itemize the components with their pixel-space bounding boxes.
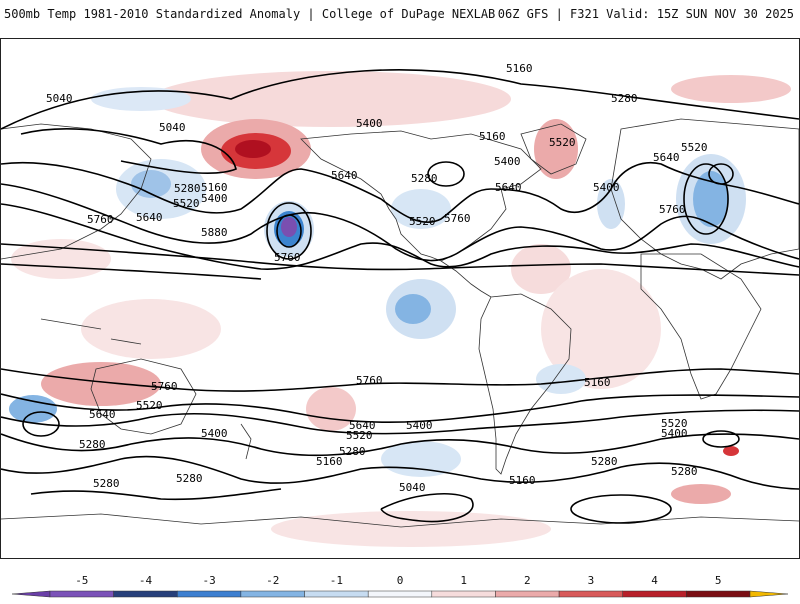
contour-label: 5400 xyxy=(593,181,620,194)
contour-label: 5280 xyxy=(671,465,698,478)
contour-label: 5040 xyxy=(159,121,186,134)
colorbar-tick-label: -4 xyxy=(139,574,153,587)
colorbar-tick-label: 4 xyxy=(651,574,658,587)
contour-label: 5280 xyxy=(79,438,106,451)
header: 500mb Temp 1981-2010 Standardized Anomal… xyxy=(0,0,800,30)
colorbar-tick-label: 0 xyxy=(397,574,404,587)
contour-label: 5640 xyxy=(331,169,358,182)
colorbar-segment xyxy=(686,590,751,598)
colorbar-tick-label: 3 xyxy=(588,574,595,587)
contour-label: 5640 xyxy=(136,211,163,224)
contour-label: 5280 xyxy=(174,182,201,195)
contour-label: 5760 xyxy=(356,374,383,387)
colorbar-tick-label: 5 xyxy=(715,574,722,587)
colorbar-high-arrow xyxy=(749,590,789,598)
contour-label: 5160 xyxy=(479,130,506,143)
contour-label: 5280 xyxy=(611,92,638,105)
colorbar-segment xyxy=(113,590,178,598)
colorbar-tick-label: -3 xyxy=(202,574,215,587)
contour-label: 5160 xyxy=(201,181,228,194)
colorbar-segment xyxy=(240,590,305,598)
contour-label: 5400 xyxy=(494,155,521,168)
contour-label: 5520 xyxy=(136,399,163,412)
contour-label: 5760 xyxy=(444,212,471,225)
contour-label: 5760 xyxy=(87,213,114,226)
contour-label: 5880 xyxy=(201,226,228,239)
colorbar-segment xyxy=(177,590,242,598)
contour-label: 5640 xyxy=(89,408,116,421)
contour-label: 5280 xyxy=(411,172,438,185)
colorbar-tick-label: 2 xyxy=(524,574,531,587)
contour-label: 5040 xyxy=(399,481,426,494)
colorbar-tick-label: -1 xyxy=(330,574,343,587)
height-contours xyxy=(1,69,799,524)
colorbar-tick-label: -5 xyxy=(75,574,88,587)
colorbar-segment xyxy=(367,590,433,598)
contour-label: 5400 xyxy=(661,427,688,440)
contour-label: 5280 xyxy=(176,472,203,485)
contour-label: 5160 xyxy=(584,376,611,389)
colorbar-segment xyxy=(622,590,687,598)
contour-label: 5640 xyxy=(349,419,376,432)
colorbar-low-arrow xyxy=(11,590,51,598)
contour-label: 5640 xyxy=(653,151,680,164)
contour-label-group: 5160 5040 5040 5400 5160 5520 5280 5640 … xyxy=(46,62,708,494)
contour-label: 5400 xyxy=(356,117,383,130)
colorbar-segment xyxy=(558,590,623,598)
contour-label: 5160 xyxy=(509,474,536,487)
colorbar-segment xyxy=(304,590,369,598)
contour-label: 5400 xyxy=(201,427,228,440)
colorbar-tick-label: 1 xyxy=(460,574,467,587)
contour-label: 5280 xyxy=(93,477,120,490)
contour-label: 5760 xyxy=(274,251,301,264)
map-title: 500mb Temp 1981-2010 Standardized Anomal… xyxy=(4,7,496,21)
contour-label: 5760 xyxy=(151,380,178,393)
contour-label: 5640 xyxy=(495,181,522,194)
contour-label: 5280 xyxy=(591,455,618,468)
contour-label: 5160 xyxy=(316,455,343,468)
contour-label: 5520 xyxy=(346,429,373,442)
anomaly-colorbar: -5 -4 -3 -2 -1 0 1 2 3 4 5 xyxy=(0,562,800,600)
warm-anomaly-shading xyxy=(11,71,791,547)
contour-label: 5160 xyxy=(506,62,533,75)
contour-label: 5520 xyxy=(681,141,708,154)
contour-label: 5520 xyxy=(409,215,436,228)
anomaly-map[interactable]: 5160 5040 5040 5400 5160 5520 5280 5640 … xyxy=(0,38,800,559)
colorbar-segment xyxy=(49,590,114,598)
contour-label: 5520 xyxy=(549,136,576,149)
contour-label: 5520 xyxy=(173,197,200,210)
colorbar-segment xyxy=(431,590,496,598)
colorbar-segment xyxy=(495,590,560,598)
contour-label: 5520 xyxy=(661,417,688,430)
model-run-info: 06Z GFS | F321 Valid: 15Z SUN NOV 30 202… xyxy=(497,7,794,21)
contour-label: 5760 xyxy=(659,203,686,216)
contour-label: 5400 xyxy=(406,419,433,432)
contour-label: 5400 xyxy=(201,192,228,205)
colorbar-tick-label: -2 xyxy=(266,574,279,587)
contour-label: 5280 xyxy=(339,445,366,458)
contour-label: 5040 xyxy=(46,92,73,105)
